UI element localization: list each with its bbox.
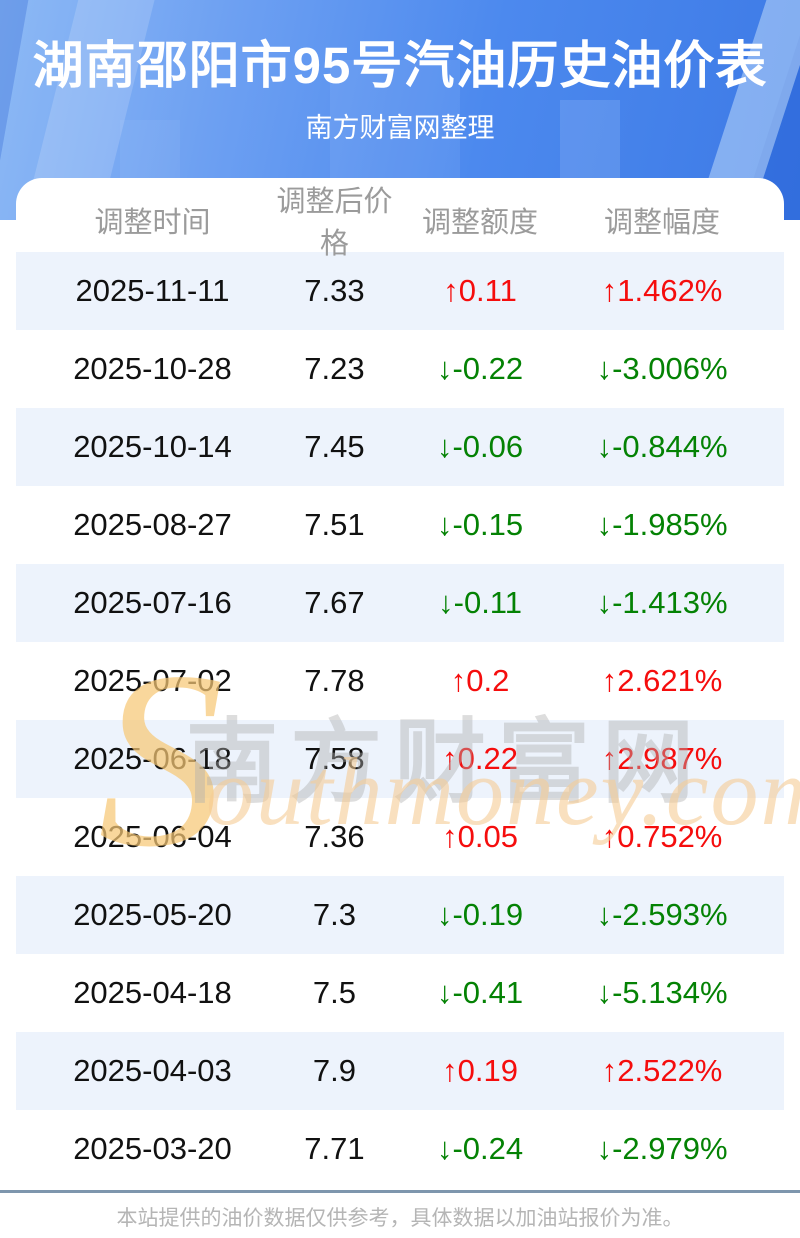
pct-cell: ↓-5.134% (596, 975, 728, 1010)
pct-cell: ↓-2.979% (596, 1131, 728, 1166)
date-cell: 2025-04-18 (73, 975, 232, 1010)
pct-cell: ↑2.621% (601, 663, 723, 698)
date-cell: 2025-06-04 (73, 819, 232, 854)
pct-cell: ↓-1.413% (596, 585, 728, 620)
change-cell: ↓-0.41 (436, 975, 524, 1010)
price-cell: 7.51 (304, 507, 365, 542)
column-header-change: 调整额度 (422, 207, 539, 239)
footer-divider (0, 1190, 800, 1193)
price-cell: 7.5 (312, 975, 357, 1010)
table-row: 2025-11-11 7.33 ↑0.11 ↑1.462% (16, 252, 784, 330)
table-row: 2025-07-16 7.67 ↓-0.11 ↓-1.413% (16, 564, 784, 642)
date-cell: 2025-10-14 (73, 429, 232, 464)
date-cell: 2025-11-11 (75, 273, 230, 308)
table-row: 2025-04-03 7.9 ↑0.19 ↑2.522% (16, 1032, 784, 1110)
price-cell: 7.45 (304, 429, 365, 464)
table-header-row: 调整时间 调整后价格 调整额度 调整幅度 (16, 178, 784, 260)
change-cell: ↑0.19 (442, 1053, 518, 1088)
table-row: 2025-04-18 7.5 ↓-0.41 ↓-5.134% (16, 954, 784, 1032)
page-subtitle: 南方财富网整理 (305, 113, 495, 143)
pct-cell: ↓-0.844% (596, 429, 728, 464)
change-cell: ↓-0.15 (436, 507, 524, 542)
price-table-card: 调整时间 调整后价格 调整额度 调整幅度 2025-11-11 7.33 ↑0.11… (16, 178, 784, 1190)
table-row: 2025-08-27 7.51 ↓-0.15 ↓-1.985% (16, 486, 784, 564)
pct-cell: ↓-1.985% (596, 507, 728, 542)
pct-cell: ↑1.462% (601, 273, 723, 308)
date-cell: 2025-05-20 (73, 897, 232, 932)
change-cell: ↓-0.24 (436, 1131, 524, 1166)
table-row: 2025-06-18 7.58 ↑0.22 ↑2.987% (16, 720, 784, 798)
column-header-price: 调整后价格 (276, 186, 393, 260)
table-row: 2025-05-20 7.3 ↓-0.19 ↓-2.593% (16, 876, 784, 954)
date-cell: 2025-10-28 (73, 351, 232, 386)
table-row: 2025-10-14 7.45 ↓-0.06 ↓-0.844% (16, 408, 784, 486)
price-cell: 7.67 (304, 585, 365, 620)
change-cell: ↑0.05 (442, 819, 518, 854)
pct-cell: ↑2.522% (601, 1053, 723, 1088)
pct-cell: ↓-2.593% (596, 897, 728, 932)
price-cell: 7.58 (304, 741, 365, 776)
pct-cell: ↓-3.006% (596, 351, 728, 386)
column-header-pct: 调整幅度 (604, 207, 721, 239)
change-cell: ↓-0.22 (436, 351, 524, 386)
date-cell: 2025-06-18 (73, 741, 232, 776)
table-body: 2025-11-11 7.33 ↑0.11 ↑1.462% 2025-10-28 7.23… (16, 252, 784, 1188)
header-banner: 湖南邵阳市95号汽油历史油价表 南方财富网整理 (0, 0, 800, 220)
price-cell: 7.71 (304, 1131, 365, 1166)
pct-cell: ↑0.752% (601, 819, 723, 854)
change-cell: ↑0.11 (443, 273, 517, 308)
date-cell: 2025-08-27 (73, 507, 232, 542)
page-title: 湖南邵阳市95号汽油历史油价表 (32, 37, 768, 94)
pct-cell: ↑2.987% (601, 741, 723, 776)
change-cell: ↓-0.06 (436, 429, 524, 464)
table-row: 2025-03-20 7.71 ↓-0.24 ↓-2.979% (16, 1110, 784, 1188)
change-cell: ↓-0.11 (438, 585, 522, 620)
table-row: 2025-06-04 7.36 ↑0.05 ↑0.752% (16, 798, 784, 876)
table-row: 2025-07-02 7.78 ↑0.2 ↑2.621% (16, 642, 784, 720)
price-cell: 7.3 (312, 897, 357, 932)
change-cell: ↑0.2 (450, 663, 510, 698)
date-cell: 2025-07-16 (73, 585, 232, 620)
date-cell: 2025-07-02 (73, 663, 232, 698)
price-cell: 7.36 (304, 819, 365, 854)
table-row: 2025-10-28 7.23 ↓-0.22 ↓-3.006% (16, 330, 784, 408)
column-header-date: 调整时间 (94, 207, 211, 239)
price-cell: 7.78 (304, 663, 365, 698)
footer-disclaimer: 本站提供的油价数据仅供参考，具体数据以加油站报价为准。 (116, 1207, 684, 1230)
change-cell: ↑0.22 (442, 741, 518, 776)
change-cell: ↓-0.19 (436, 897, 524, 932)
date-cell: 2025-03-20 (73, 1131, 232, 1166)
date-cell: 2025-04-03 (73, 1053, 232, 1088)
price-cell: 7.33 (304, 273, 365, 308)
price-cell: 7.23 (304, 351, 365, 386)
price-cell: 7.9 (312, 1053, 357, 1088)
